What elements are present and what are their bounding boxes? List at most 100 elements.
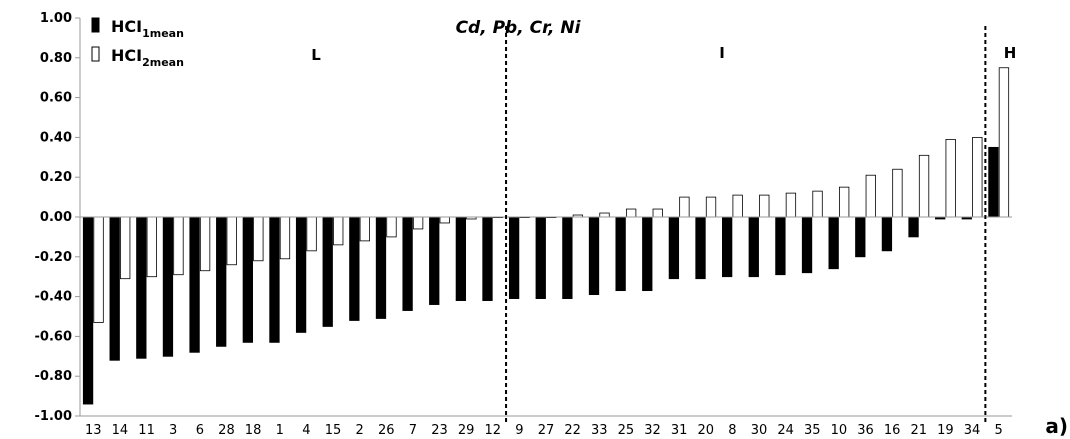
- bar-HCI2mean-7: [412, 216, 424, 230]
- y-tick-label: -0.40: [35, 290, 72, 305]
- bar-HCI2mean-4: [306, 216, 317, 252]
- bar-HCI2mean-1: [279, 216, 291, 260]
- bar-HCI1mean-3: [162, 216, 174, 357]
- x-tick-label: 6: [196, 423, 204, 438]
- bar-HCI1mean-16: [881, 216, 893, 252]
- x-tick-label: 11: [138, 423, 155, 438]
- bar-HCI1mean-36: [855, 216, 866, 258]
- bar-HCI1mean-12: [482, 216, 493, 301]
- x-tick-label: 33: [591, 423, 608, 438]
- bar-HCI1mean-6: [189, 216, 200, 353]
- x-tick-label: 29: [458, 423, 475, 438]
- x-tick-label: 1: [276, 423, 284, 438]
- zone-separators: [505, 26, 987, 422]
- bar-HCI2mean-25: [625, 208, 637, 218]
- bar-HCI2mean-31: [679, 196, 690, 218]
- x-tick-label: 4: [302, 423, 310, 438]
- bar-HCI1mean-30: [748, 216, 759, 278]
- bar-HCI1mean-1: [269, 216, 280, 343]
- x-tick-label: 30: [751, 423, 768, 438]
- legend-swatch-HCI1mean: [91, 17, 100, 33]
- bar-HCI1mean-14: [109, 216, 120, 361]
- bar-HCI1mean-27: [535, 216, 546, 299]
- bar-HCI1mean-33: [588, 216, 600, 296]
- legend: HCI1mean HCI2mean: [91, 17, 184, 69]
- bars: [82, 67, 1010, 405]
- y-tick-label: 1.00: [40, 11, 72, 26]
- bar-HCI2mean-28: [226, 216, 237, 266]
- bar-HCI2mean-24: [785, 192, 797, 218]
- bar-HCI1mean-28: [216, 216, 227, 347]
- bar-HCI1mean-7: [402, 216, 413, 311]
- x-tick-label: 24: [777, 423, 794, 438]
- bar-HCI2mean-33: [599, 212, 610, 218]
- chart-title: Cd, Pb, Cr, Ni: [456, 18, 582, 38]
- bar-HCI2mean-3: [173, 216, 184, 276]
- x-tick-label: 22: [564, 423, 581, 438]
- legend-label-HCI2mean: HCI2mean: [111, 46, 184, 69]
- panel-label: a): [1045, 414, 1068, 438]
- bar-HCI1mean-32: [642, 216, 653, 292]
- x-tick-label: 32: [644, 423, 661, 438]
- bar-HCI1mean-2: [349, 216, 360, 321]
- x-tick-label: 20: [697, 423, 714, 438]
- y-tick-label: -0.60: [35, 329, 72, 344]
- x-tick-label: 25: [618, 423, 635, 438]
- legend-swatch-HCI2mean: [91, 46, 100, 62]
- zone-label-L: L: [311, 46, 321, 64]
- bar-HCI2mean-19: [945, 138, 956, 218]
- bar-HCI2mean-32: [652, 208, 663, 218]
- x-tick-label: 19: [937, 423, 954, 438]
- legend-label-HCI1mean: HCI1mean: [111, 17, 184, 40]
- zone-label-I: I: [719, 44, 725, 62]
- zone-label-H: H: [1004, 44, 1017, 62]
- bar-HCI1mean-18: [242, 216, 253, 343]
- x-tick-label: 15: [325, 423, 342, 438]
- bar-HCI1mean-21: [908, 216, 919, 238]
- bar-HCI1mean-31: [668, 216, 680, 280]
- bar-HCI2mean-30: [759, 194, 770, 218]
- bar-HCI2mean-35: [812, 190, 823, 218]
- bar-HCI2mean-2: [359, 216, 371, 242]
- y-tick-label: -0.20: [35, 250, 72, 265]
- bar-HCI1mean-11: [136, 216, 147, 359]
- x-tick-label: 28: [218, 423, 235, 438]
- x-tick-label: 31: [671, 423, 688, 438]
- bar-HCI1mean-5: [988, 146, 999, 218]
- x-tick-label: 8: [728, 423, 736, 438]
- bar-HCI2mean-5: [998, 67, 1010, 218]
- y-tick-label: 0.00: [40, 210, 72, 225]
- bar-HCI2mean-8: [732, 194, 743, 218]
- x-tick-label: 9: [515, 423, 523, 438]
- bar-HCI2mean-18: [253, 216, 264, 262]
- bar-HCI1mean-23: [429, 216, 440, 305]
- bar-HCI2mean-6: [199, 216, 211, 272]
- x-tick-label: 7: [409, 423, 417, 438]
- x-tick-label: 26: [378, 423, 395, 438]
- x-axis-ticks: 13 14 11 3 6 28 18 1 4 15 2 26 7 23 29 12 9 27 22 33 25 32 31 2…: [85, 423, 1003, 438]
- x-tick-label: 3: [169, 423, 177, 438]
- bar-HCI1mean-25: [615, 216, 626, 292]
- bar-HCI2mean-15: [333, 216, 344, 246]
- x-tick-label: 16: [884, 423, 901, 438]
- x-tick-label: 10: [831, 423, 848, 438]
- bar-HCI2mean-20: [705, 196, 717, 218]
- x-tick-label: 21: [911, 423, 928, 438]
- x-tick-label: 13: [85, 423, 102, 438]
- x-tick-label: 34: [964, 423, 981, 438]
- bar-HCI1mean-24: [775, 216, 786, 276]
- x-tick-label: 27: [538, 423, 555, 438]
- y-tick-label: -1.00: [35, 409, 72, 424]
- x-tick-label: 2: [355, 423, 363, 438]
- bar-HCI1mean-10: [828, 216, 839, 270]
- bar-HCI1mean-29: [455, 216, 467, 301]
- y-tick-label: 0.20: [40, 170, 72, 185]
- bar-HCI1mean-26: [375, 216, 387, 319]
- x-tick-label: 14: [112, 423, 129, 438]
- x-tick-label: 5: [995, 423, 1003, 438]
- x-tick-label: 35: [804, 423, 821, 438]
- bar-HCI1mean-22: [562, 216, 573, 299]
- bar-HCI2mean-26: [386, 216, 397, 238]
